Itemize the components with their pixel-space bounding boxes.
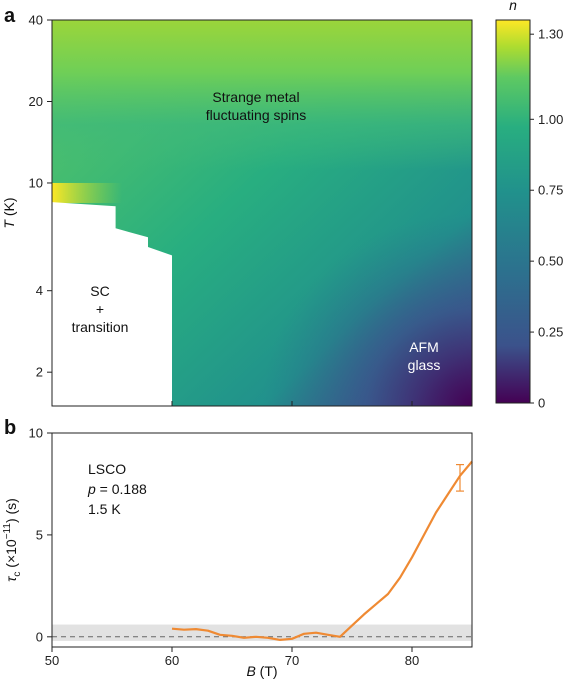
y-axis-subscript: c xyxy=(12,572,23,577)
y-tick-label: 10 xyxy=(29,175,43,190)
annotation: LSCO p = 0.188 1.5 K xyxy=(87,461,147,517)
y-axis-symbol: T xyxy=(1,219,17,229)
tau-curve xyxy=(171,460,473,641)
colorbar-tick-label: 0 xyxy=(538,396,545,411)
heatmap-panel: 2 4 10 20 40 T (K) Strange metal fluctuating sp… xyxy=(1,13,473,407)
colorbar-tick-label: 0.25 xyxy=(538,325,563,340)
annotation-doping-value: = 0.188 xyxy=(96,481,147,497)
region-label-strange-metal-line: fluctuating spins xyxy=(206,107,306,123)
noise-band xyxy=(52,624,472,641)
colorbar-tick-label: 1.00 xyxy=(538,112,563,127)
colorbar-tick-label: 0.50 xyxy=(538,254,563,269)
y-axis-symbol: τ xyxy=(3,576,19,582)
x-tick-label: 80 xyxy=(405,653,419,668)
heatmap-frame xyxy=(51,19,473,407)
colorbar: 0 0.25 0.50 0.75 1.00 1.30 n xyxy=(495,0,563,411)
annotation-temperature: 1.5 K xyxy=(88,501,121,517)
region-label-strange-metal-line: Strange metal xyxy=(212,89,299,105)
y-tick-label: 5 xyxy=(36,527,43,542)
region-label-afm: AFM glass xyxy=(408,339,441,373)
panel-label-b: b xyxy=(4,417,16,439)
y-axis-unit-tail: ) (s) xyxy=(3,498,19,523)
y-axis-exponent: −11 xyxy=(2,523,13,540)
region-label-sc-line: SC xyxy=(90,283,109,299)
x-axis-unit: (T) xyxy=(256,663,278,679)
annotation-doping: p = 0.188 xyxy=(87,481,147,497)
x-tick-label: 70 xyxy=(285,653,299,668)
colorbar-tick-label: 1.30 xyxy=(538,27,563,42)
panel-label-a: a xyxy=(4,5,16,27)
x-tick-label: 50 xyxy=(45,653,59,668)
colorbar-tick-label: 0.75 xyxy=(538,183,563,198)
y-axis-label: τc (×10−11) (s) xyxy=(2,498,23,582)
region-label-strange-metal: Strange metal fluctuating spins xyxy=(206,89,306,123)
region-label-afm-line: AFM xyxy=(409,339,439,355)
y-tick-label: 0 xyxy=(36,629,43,644)
region-label-sc-line: + xyxy=(96,301,104,317)
x-tick-label: 60 xyxy=(165,653,179,668)
heatmap-sc-edge xyxy=(52,182,122,203)
colorbar-label: n xyxy=(509,0,517,13)
y-tick-label: 40 xyxy=(29,13,43,28)
line-frame xyxy=(51,432,473,648)
region-label-sc: SC + transition xyxy=(72,283,129,335)
region-label-afm-line: glass xyxy=(408,357,441,373)
annotation-doping-symbol: p xyxy=(87,481,96,497)
sc-region xyxy=(52,202,172,406)
y-axis-label: T (K) xyxy=(1,197,17,228)
y-tick-label: 2 xyxy=(36,365,43,380)
annotation-sample: LSCO xyxy=(88,461,126,477)
colorbar-gradient xyxy=(495,19,531,404)
x-axis-label: B (T) xyxy=(246,663,277,679)
y-axis-unit: (K) xyxy=(1,197,17,220)
y-tick-label: 10 xyxy=(29,426,43,441)
y-tick-label: 20 xyxy=(29,94,43,109)
y-axis-unit: (×10 xyxy=(3,539,19,572)
region-label-sc-line: transition xyxy=(72,319,129,335)
x-axis-symbol: B xyxy=(246,663,255,679)
y-tick-label: 4 xyxy=(36,283,43,298)
line-panel: 50 60 70 80 0 5 10 B (T) τc (×10−11) (s) LSCO p = … xyxy=(2,426,473,679)
